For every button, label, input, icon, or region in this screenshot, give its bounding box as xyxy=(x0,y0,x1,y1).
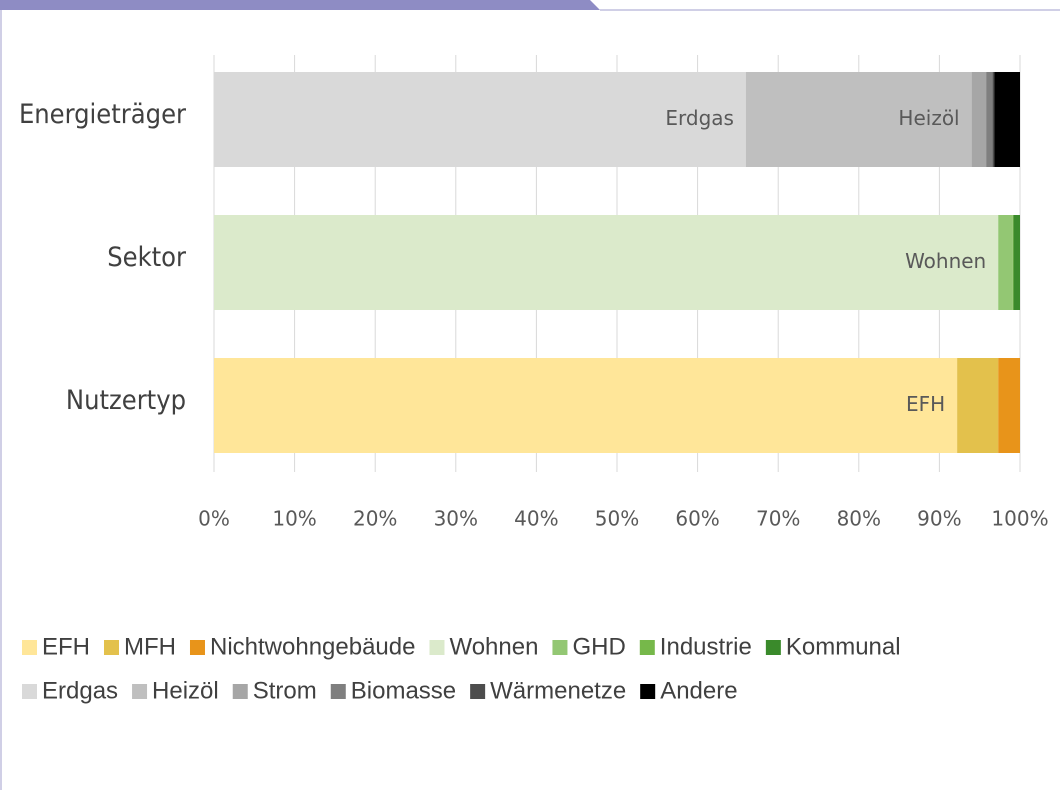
header-band xyxy=(0,0,600,10)
bar-segment xyxy=(1013,215,1020,310)
bar-segment xyxy=(214,72,746,167)
data-label: Heizöl xyxy=(898,106,959,130)
x-tick-label: 80% xyxy=(837,507,881,531)
legend-label: Nichtwohngebäude xyxy=(210,633,416,660)
bar-segment xyxy=(957,358,999,453)
legend-marker xyxy=(330,684,346,699)
bar-segment xyxy=(745,72,972,167)
bar-segment xyxy=(1012,215,1014,310)
legend-label: Andere xyxy=(660,677,737,704)
category-label: Energieträger xyxy=(19,99,186,130)
legend-label: Biomasse xyxy=(351,677,456,704)
legend-label: GHD xyxy=(572,633,625,660)
bar-segment xyxy=(992,72,995,167)
x-tick-label: 70% xyxy=(756,507,800,531)
x-tick-label: 40% xyxy=(514,507,558,531)
legend-label: Erdgas xyxy=(42,677,118,704)
data-label: Erdgas xyxy=(665,106,734,130)
legend-label: Industrie xyxy=(660,633,752,660)
legend-label: Kommunal xyxy=(786,633,901,660)
legend-marker xyxy=(189,640,205,655)
legend-marker xyxy=(132,684,148,699)
legend-label: MFH xyxy=(124,633,176,660)
legend-marker xyxy=(22,684,37,699)
data-label: EFH xyxy=(906,392,945,416)
legend-marker xyxy=(429,640,445,655)
x-tick-label: 10% xyxy=(272,507,316,531)
x-tick-label: 90% xyxy=(917,507,961,531)
x-tick-label: 50% xyxy=(595,507,639,531)
bar-segment xyxy=(998,215,1013,310)
legend-marker xyxy=(22,640,37,655)
legend-marker xyxy=(232,684,248,699)
bar-segment xyxy=(214,358,958,453)
legend-label: Wärmenetze xyxy=(490,677,626,704)
x-tick-label: 0% xyxy=(198,507,230,531)
legend-marker xyxy=(765,640,781,655)
legend-label: Wohnen xyxy=(449,633,538,660)
x-tick-label: 100% xyxy=(991,507,1048,531)
bar-segment xyxy=(971,72,987,167)
legend-label: EFH xyxy=(42,633,90,660)
category-label: Sektor xyxy=(107,242,186,273)
x-tick-label: 20% xyxy=(353,507,397,531)
data-label: Wohnen xyxy=(905,249,986,273)
bar-segment xyxy=(214,215,999,310)
legend-marker xyxy=(552,640,568,655)
x-tick-label: 60% xyxy=(675,507,719,531)
category-label: Nutzertyp xyxy=(66,385,186,416)
legend-marker xyxy=(104,640,119,655)
bar-segment xyxy=(994,72,1020,167)
bar-segment xyxy=(986,72,993,167)
legend-marker xyxy=(470,684,486,699)
x-tick-label: 30% xyxy=(434,507,478,531)
legend-marker xyxy=(640,684,656,699)
legend-marker xyxy=(639,640,655,655)
legend-label: Heizöl xyxy=(152,677,219,704)
bar-segment xyxy=(998,358,1020,453)
legend-label: Strom xyxy=(253,677,317,704)
